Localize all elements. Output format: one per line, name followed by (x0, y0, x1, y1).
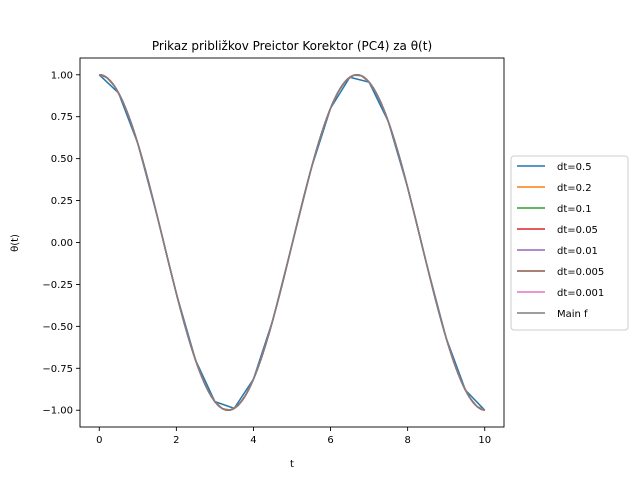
legend-label-5: dt=0.005 (557, 267, 604, 278)
chart-title: Prikaz približkov Preictor Korektor (PC4… (152, 39, 432, 53)
legend-box (510, 155, 629, 331)
x-tick-label: 6 (327, 435, 333, 446)
y-tick-label: 0.75 (51, 112, 73, 123)
y-tick-label: 0.00 (51, 238, 73, 249)
y-tick-label: −1.00 (42, 406, 73, 417)
y-tick-label: 0.50 (51, 154, 73, 165)
legend-entries: dt=0.5 dt=0.2 dt=0.1 dt=0.05 dt=0.01 dt=0.005… (517, 162, 604, 320)
legend-label-4: dt=0.01 (557, 246, 598, 257)
y-ticks: 1.00 0.75 0.50 0.25 0.00 −0.25 −0.50 −0.75 −1.00 (42, 70, 80, 417)
y-tick-label: −0.50 (42, 322, 73, 333)
x-axis-label: t (290, 459, 294, 470)
series-layer (98, 74, 486, 411)
x-ticks: 0 2 4 6 8 10 (96, 427, 491, 446)
x-tick-label: 0 (96, 435, 102, 446)
legend-label-6: dt=0.001 (557, 288, 604, 299)
series-line-7 (99, 74, 485, 411)
x-tick-label: 10 (478, 435, 491, 446)
y-tick-label: −0.75 (42, 364, 73, 375)
legend-label-3: dt=0.05 (557, 225, 598, 236)
x-tick-label: 2 (173, 435, 179, 446)
y-tick-label: 1.00 (51, 70, 73, 81)
legend: dt=0.5 dt=0.2 dt=0.1 dt=0.05 dt=0.01 dt=0.005… (510, 155, 629, 331)
legend-label-2: dt=0.1 (557, 204, 592, 215)
y-tick-label: −0.25 (42, 280, 73, 291)
y-axis-label: θ(t) (10, 234, 21, 252)
x-tick-label: 4 (250, 435, 256, 446)
legend-label-7: Main f (557, 309, 588, 320)
legend-label-1: dt=0.2 (557, 183, 592, 194)
x-tick-label: 8 (404, 435, 410, 446)
y-tick-label: 0.25 (51, 196, 73, 207)
legend-label-0: dt=0.5 (557, 162, 592, 173)
